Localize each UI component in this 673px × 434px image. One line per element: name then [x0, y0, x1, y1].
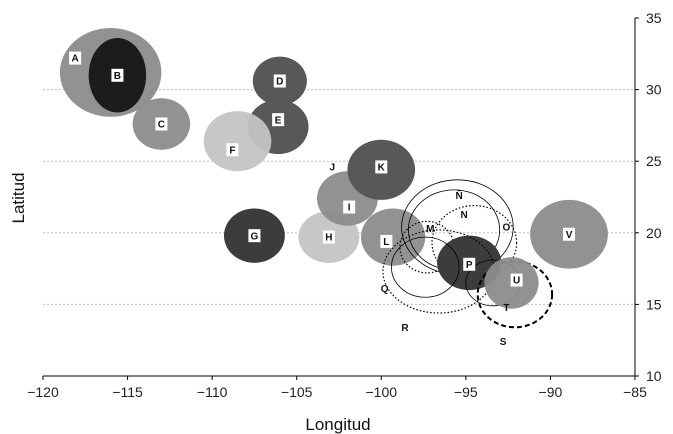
region-ellipse-Q [391, 236, 460, 298]
y-tick-label: 25 [646, 153, 662, 169]
region-label-J: J [329, 163, 335, 174]
x-tick-label: −100 [366, 384, 398, 400]
region-label-S: S [500, 337, 507, 348]
label-box-C [155, 117, 168, 131]
x-tick-label: −110 [197, 384, 228, 400]
x-tick-label: −105 [281, 384, 313, 400]
y-tick-label: 10 [646, 368, 662, 384]
label-box-F [226, 143, 239, 157]
region-label-A: A [72, 54, 79, 65]
region-labels: A B C D E F G H I J K L M NÑ O P Q R S T U V [69, 51, 576, 348]
region-label-V: V [566, 230, 573, 241]
label-box-P [463, 257, 476, 271]
region-label-R: R [401, 323, 409, 334]
label-box-H [322, 230, 335, 244]
region-label-C: C [158, 120, 165, 131]
region-label-G: G [251, 231, 259, 242]
label-box-U [510, 273, 523, 287]
label-box-L [380, 234, 393, 248]
region-label-F: F [229, 145, 235, 156]
y-tick-label: 20 [646, 225, 662, 241]
label-box-A [69, 51, 82, 65]
region-ellipse-S [476, 260, 554, 329]
x-axis-label: Longitud [305, 415, 370, 434]
region-label-P: P [466, 260, 473, 271]
region-label-D: D [276, 77, 283, 88]
y-tick-label: 35 [646, 10, 662, 26]
region-label-Q: Q [381, 284, 389, 295]
region-label-E: E [275, 115, 282, 126]
label-box-D [273, 74, 286, 88]
label-box-E [272, 113, 285, 127]
x-tick-label: −115 [112, 384, 143, 400]
x-tick-label: −120 [27, 384, 59, 400]
region-label-B: B [114, 71, 121, 82]
label-box-K [375, 160, 388, 174]
region-label-K: K [378, 163, 386, 174]
region-label-Ñ: Ñ [455, 189, 462, 202]
region-label-M: M [426, 224, 434, 235]
region-label-U: U [513, 276, 520, 287]
region-ellipse-F [203, 111, 272, 172]
y-axis-label: Latitud [9, 172, 28, 223]
y-tick-label: 30 [646, 82, 662, 98]
region-label-L: L [383, 237, 389, 248]
x-tick-label: −95 [454, 384, 478, 400]
label-box-I [343, 200, 356, 214]
x-tick-label: −85 [623, 384, 647, 400]
region-label-T: T [503, 303, 509, 314]
label-box-V [563, 227, 576, 241]
y-tick-label: 15 [646, 296, 662, 312]
label-box-B [111, 68, 124, 82]
region-ellipses [59, 28, 608, 329]
x-tick-label: −90 [539, 384, 563, 400]
region-label-N: N [461, 210, 468, 221]
region-label-H: H [325, 233, 332, 244]
region-label-I: I [348, 203, 351, 214]
label-box-G [248, 229, 261, 243]
region-ellipse-O [431, 204, 518, 281]
region-label-O: O [503, 223, 511, 234]
